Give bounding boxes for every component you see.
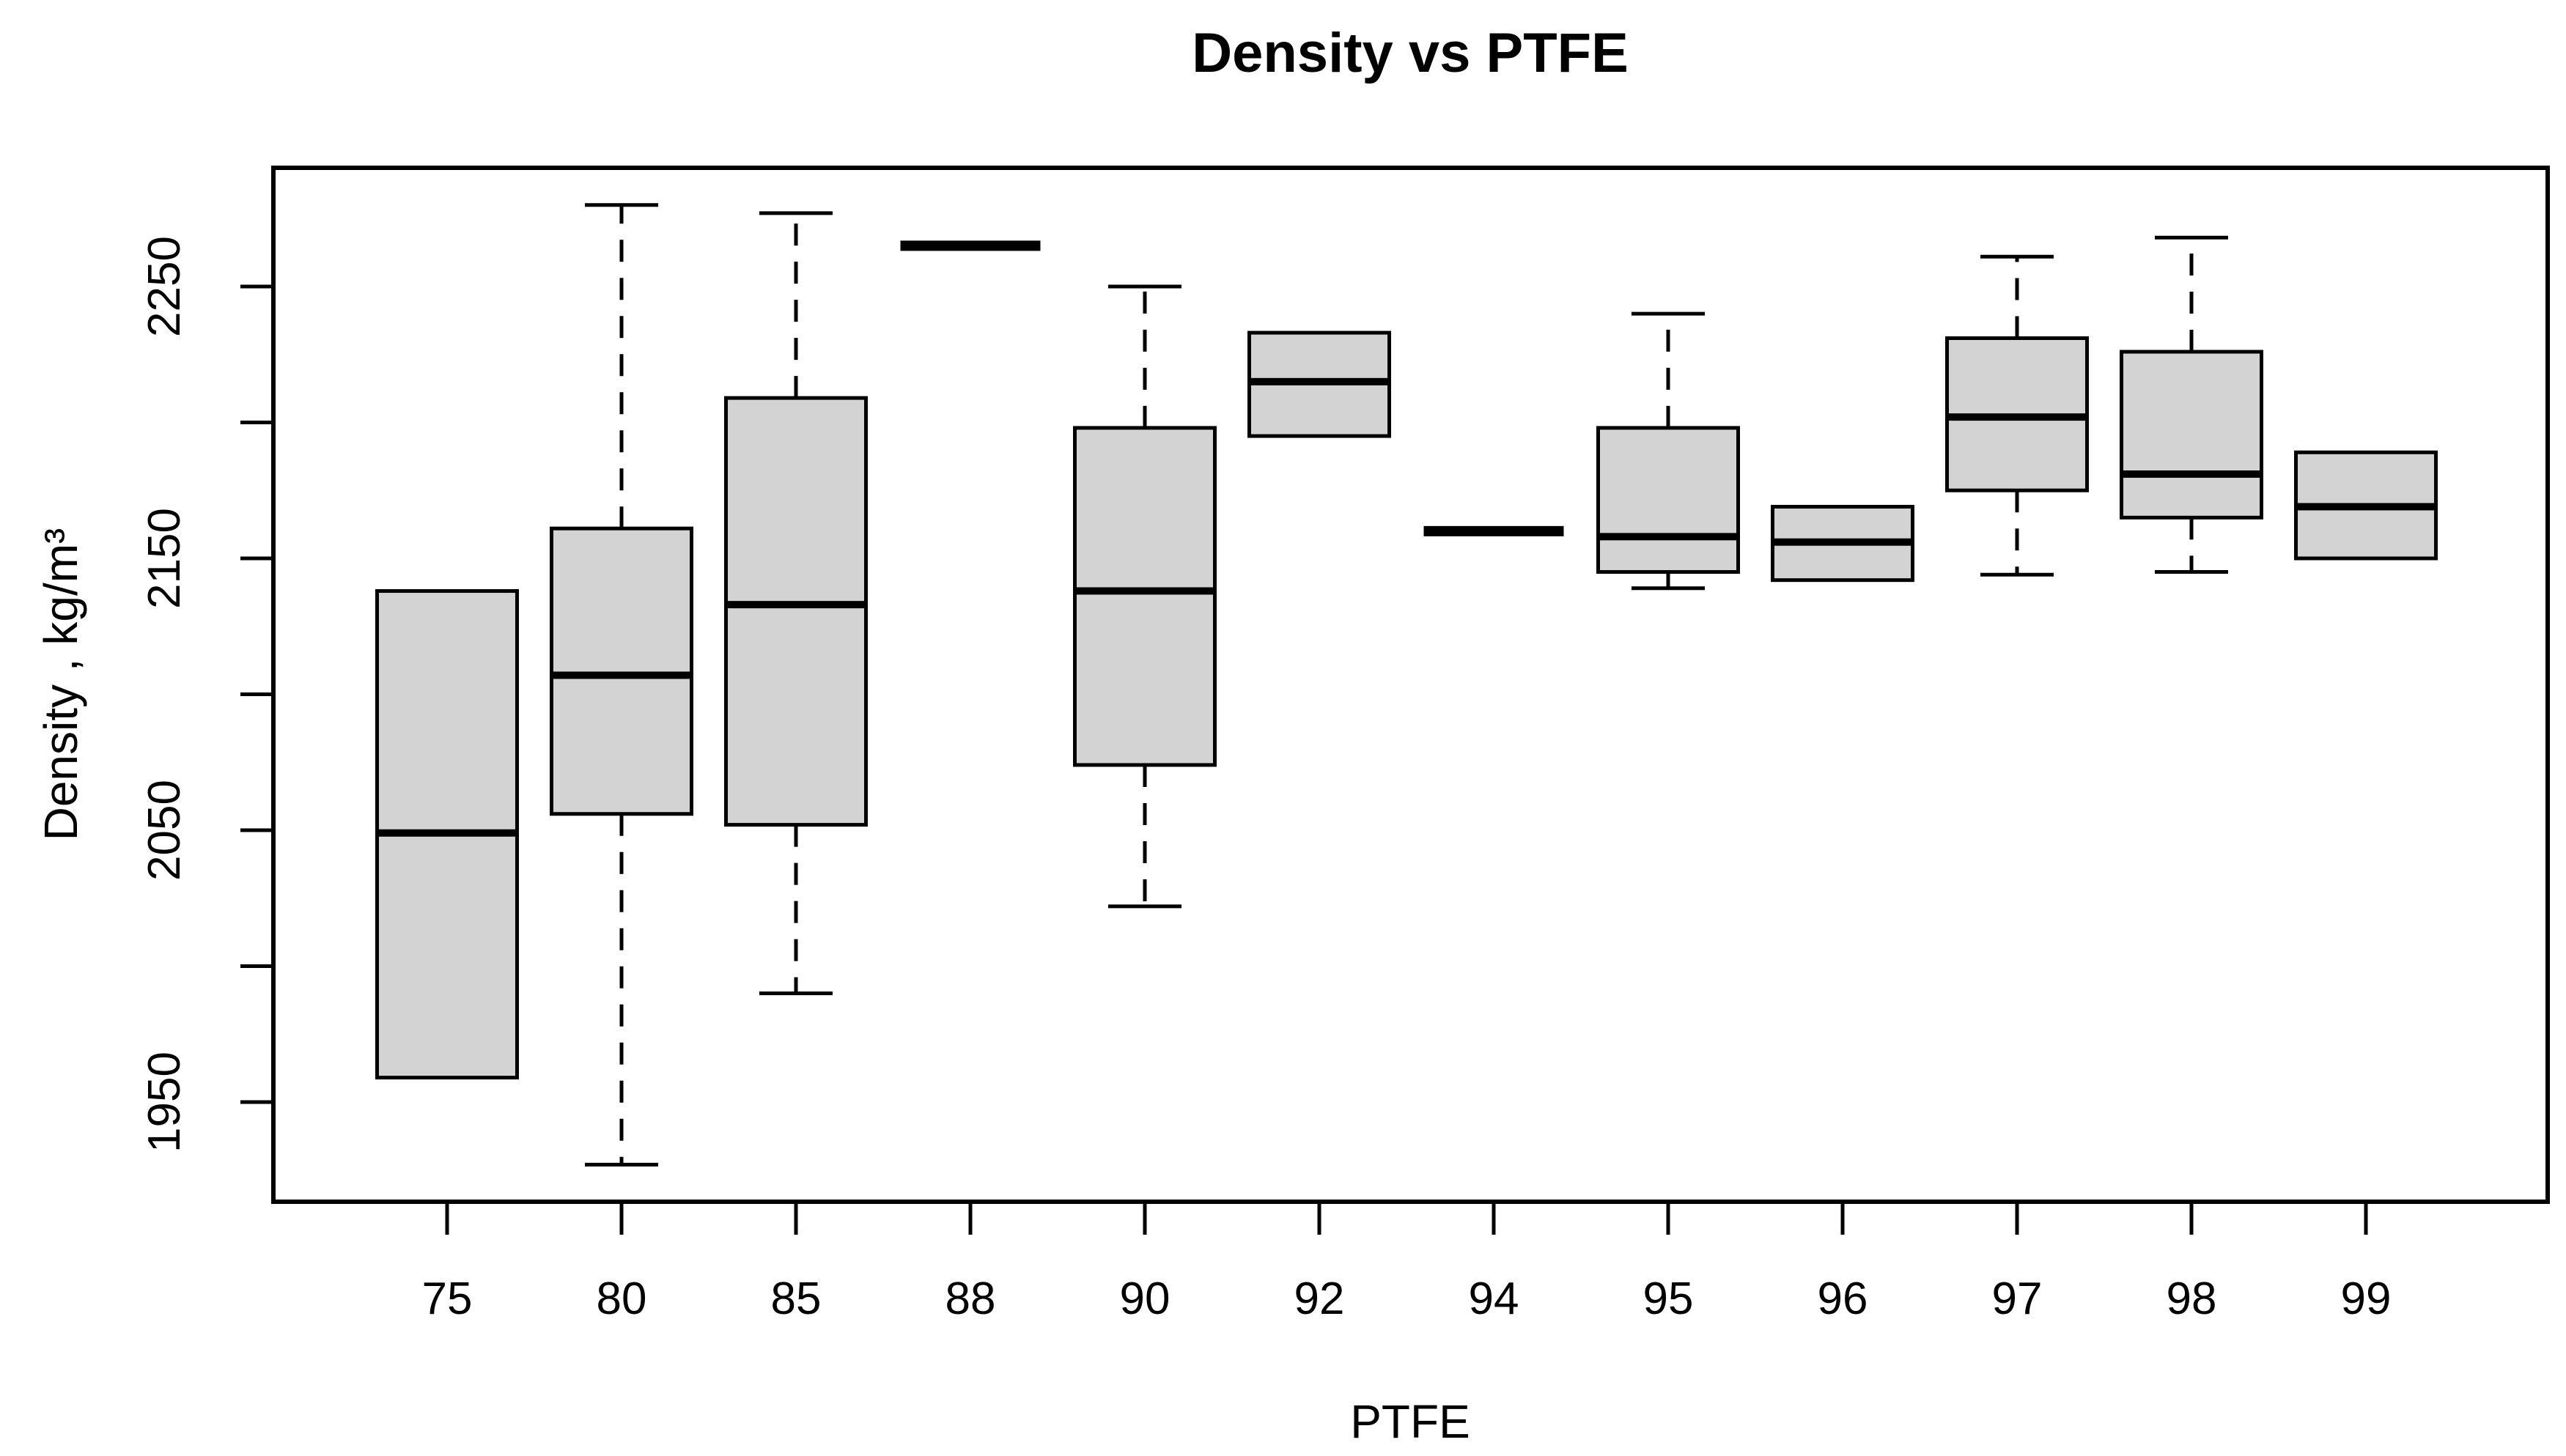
plot-area: 1950 2050 2150 2250 75 80 85 88 90 92 94 95 96 97 98 99 <box>139 166 2550 1324</box>
x-tick-label: 94 <box>1469 1274 1519 1324</box>
boxplot-box <box>2120 350 2263 520</box>
x-tick-label: 80 <box>597 1274 647 1324</box>
x-tick-label: 88 <box>945 1274 996 1324</box>
y-tick-label: 2050 <box>139 780 190 881</box>
x-tick-label: 75 <box>422 1274 473 1324</box>
chart-title: Density vs PTFE <box>1192 22 1629 84</box>
x-tick-label: 97 <box>1992 1274 2043 1324</box>
boxplot-box <box>1596 426 1740 574</box>
y-axis-title: Density , kg/m³ <box>34 528 87 841</box>
boxplot-box <box>724 396 868 827</box>
plot-border <box>271 166 2550 1204</box>
y-tick-label: 2150 <box>139 508 190 609</box>
x-tick-label: 85 <box>771 1274 822 1324</box>
boxplot-box <box>1073 426 1217 767</box>
x-axis-title: PTFE <box>1350 1395 1470 1448</box>
x-tick-label: 92 <box>1294 1274 1345 1324</box>
x-tick-label: 90 <box>1120 1274 1170 1324</box>
x-tick-label: 99 <box>2341 1274 2392 1324</box>
boxplot-box <box>550 526 693 816</box>
x-tick-label: 95 <box>1643 1274 1694 1324</box>
y-tick-label: 1950 <box>139 1052 190 1153</box>
y-tick-label: 2250 <box>139 236 190 337</box>
x-tick-label: 96 <box>1818 1274 1868 1324</box>
x-tick-label: 98 <box>2167 1274 2217 1324</box>
